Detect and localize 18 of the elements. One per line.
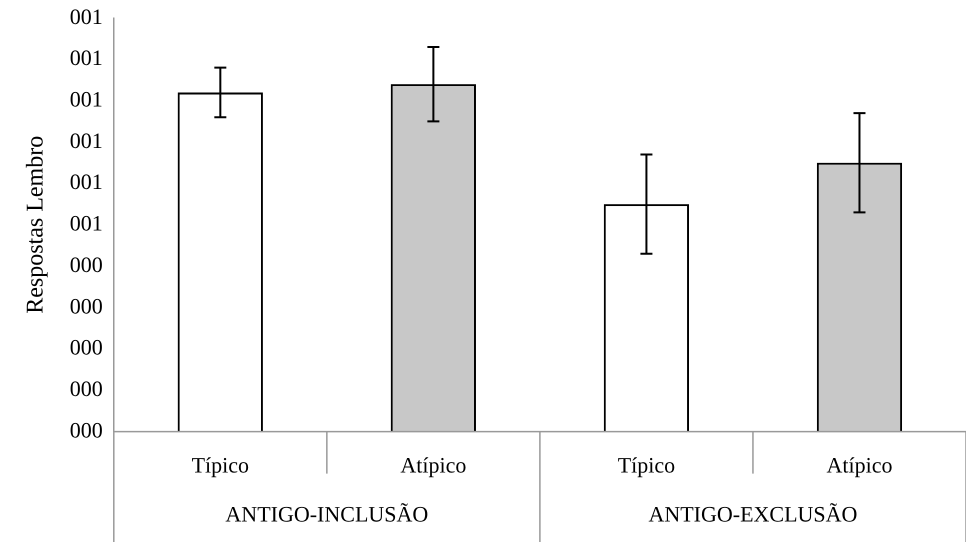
x-tick-label: Típico: [192, 452, 250, 478]
y-tick-label: 000: [70, 334, 103, 360]
x-tick-label: Típico: [618, 452, 676, 478]
x-tick-label: Atípico: [826, 452, 892, 478]
y-axis-title: Respostas Lembro: [22, 136, 49, 314]
y-tick-label: 001: [70, 86, 103, 112]
y-tick-label: 000: [70, 252, 103, 277]
y-tick-label: 000: [70, 376, 103, 402]
x-tick-label: Atípico: [400, 452, 466, 478]
y-tick-label: 001: [70, 128, 103, 153]
text: ANTIGO-EXCLUSÃO: [648, 501, 858, 526]
y-tick-label: 001: [70, 169, 103, 194]
y-tick-label: 001: [70, 4, 103, 29]
y-tick-label: 000: [70, 417, 103, 442]
y-tick-label: 001: [70, 45, 103, 70]
y-tick-label: 001: [70, 210, 103, 236]
text: ANTIGO-INCLUSÃO: [225, 501, 428, 526]
y-tick-label: 000: [70, 293, 103, 318]
